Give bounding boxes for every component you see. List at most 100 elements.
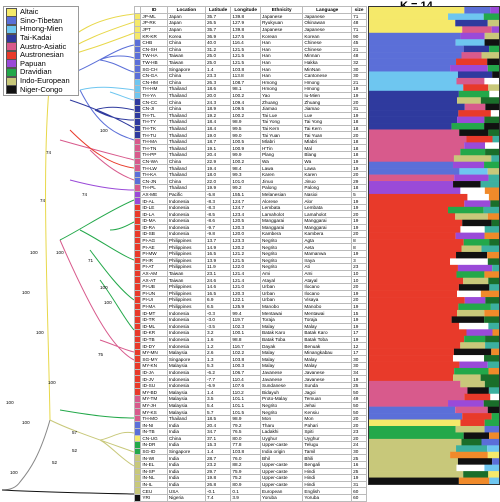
table-row: TH-TN Thailand 19.1 100.9 H'Tin Mal 18 (133, 144, 367, 153)
table-row: TH-KA Thailand 18.0 99.3 Karen Karen 20 (133, 170, 367, 179)
table-cell: Kambera (302, 230, 353, 238)
table-cell: 121.4 (230, 276, 262, 284)
table-cell: Chinese (302, 45, 353, 54)
ancestry-segment (457, 309, 485, 317)
table-cell: CN-JN (140, 177, 168, 186)
table-cell: 119.7 (230, 315, 262, 324)
table-cell: 20 (351, 98, 367, 106)
table-row: TH-TL Thailand 19.2 100.2 Tai Lue Lue 19 (133, 111, 367, 120)
ancestry-segment (464, 7, 491, 14)
table-cell: Negrito (260, 401, 304, 410)
table-cell: Javanese (302, 368, 353, 377)
table-cell: Hmong (302, 78, 353, 87)
table-cell: AX-ME (140, 190, 168, 199)
ancestry-segment (492, 71, 499, 79)
table-cell: Pacific (166, 190, 206, 199)
table-cell: Alorese (260, 197, 304, 205)
table-cell: 37.1 (204, 434, 232, 443)
table-cell: ID-TR (140, 315, 168, 324)
ancestry-segment (484, 226, 499, 233)
ancestry-segment (369, 213, 456, 221)
table-cell: 99.3 (230, 170, 262, 179)
ancestry-segment (480, 97, 499, 104)
table-cell: 100.2 (230, 111, 262, 120)
legend-label: Tai-Kadai (20, 33, 52, 43)
table-cell: Temuan (302, 395, 353, 403)
table-cell: 19 (351, 111, 367, 120)
table-cell: CN-UG (140, 434, 168, 443)
tree-branch-indo-european (49, 419, 135, 467)
ancestry-segment (492, 135, 499, 143)
table-cell: 18.4 (204, 118, 232, 126)
table-cell: Sundanese (260, 381, 304, 390)
ancestry-segment (369, 309, 458, 317)
legend-entry: Niger-Congo (6, 85, 76, 95)
table-cell: PI-MW (140, 249, 168, 258)
table-row: ID-JA Indonesia -6.2 106.7 Javanese Javanese 3… (133, 368, 367, 377)
table-cell: 98.8 (230, 335, 262, 344)
table-row: PI-AE Philippines 14.9 120.2 Negrito Aeta 8 (133, 243, 367, 251)
table-cell: 29 (351, 177, 367, 186)
table-cell: -0.1 (204, 487, 232, 495)
table-row: KR-KR Korea 36.9 127.5 Korean Korean 90 (133, 32, 367, 40)
table-row: CN-SH China 31.2 121.5 Han Chinese 21 (133, 45, 367, 54)
table-cell: 48 (351, 19, 367, 27)
ancestry-segment (485, 335, 499, 343)
ancestry-segment (369, 406, 456, 414)
ancestry-segment (369, 206, 449, 214)
table-cell: Agta (302, 236, 353, 245)
table-cell: PI-IR (140, 256, 168, 265)
ancestry-segment (369, 77, 457, 85)
table-cell: 99.5 (230, 124, 262, 133)
table-cell: Thailand (166, 85, 206, 93)
table-cell: 22.0 (204, 177, 232, 186)
table-cell: Indonesia (166, 197, 206, 205)
support-label: 74 (40, 198, 46, 203)
table-row: IN-EL India 23.2 88.2 Upper-caste Bengali 16 (133, 460, 367, 469)
table-cell: 19 (351, 322, 367, 331)
table-cell: Hindi (302, 480, 353, 489)
table-cell: 23 (351, 428, 367, 436)
ancestry-segment (369, 142, 465, 150)
table-cell: China (166, 434, 206, 443)
table-cell: 18.7 (204, 137, 232, 146)
table-cell: China (166, 38, 206, 47)
support-label: 100 (36, 330, 44, 335)
table-cell: 18.0 (204, 170, 232, 179)
support-label: 74 (46, 150, 52, 155)
table-cell: TH-TL (140, 111, 168, 120)
ancestry-segment (467, 193, 489, 201)
table-cell: -5.8 (204, 190, 232, 199)
table-cell: ID-SU (140, 381, 168, 390)
table-cell: Upper-caste (260, 480, 304, 489)
table-cell: Bhil (260, 454, 304, 462)
table-cell: Okinawan (302, 19, 353, 27)
table-cell: Japanese (302, 25, 353, 34)
ancestry-segment (488, 471, 499, 478)
table-cell: PI-AT (140, 263, 168, 271)
ancestry-segment (484, 425, 499, 433)
table-row: TH-YA Thailand 20.0 100.2 Yao Iu-Mien 19 (133, 91, 367, 100)
table-cell: Yoruba (302, 493, 353, 502)
table-row: JP-ML Japan 35.7 139.8 Japanese Japanese 71 (133, 12, 367, 21)
ancestry-segment (480, 374, 499, 382)
table-cell: Lembata (302, 203, 353, 212)
table-cell: Dayak (260, 342, 304, 350)
ancestry-segment (369, 413, 463, 420)
table-cell: Thailand (166, 184, 206, 192)
ancestry-segment (488, 129, 499, 137)
table-row: IN-IL India 26.8 80.9 Upper-caste Hindi 31 (133, 480, 367, 489)
table-cell: Ladakhi (260, 428, 304, 436)
ancestry-segment (487, 406, 499, 414)
table-cell: 34.7 (204, 428, 232, 436)
legend-label: Altaic (20, 7, 39, 17)
support-label: 100 (56, 250, 64, 255)
ancestry-segment (369, 245, 462, 253)
column-header: Ethnicity (260, 6, 304, 14)
ancestry-segment (487, 251, 499, 259)
table-cell: 110.2 (230, 388, 262, 397)
table-cell: 120.5 (230, 217, 262, 225)
table-cell: 75.2 (230, 474, 262, 482)
table-cell: 25 (351, 381, 367, 390)
table-cell: 100.5 (230, 137, 262, 146)
